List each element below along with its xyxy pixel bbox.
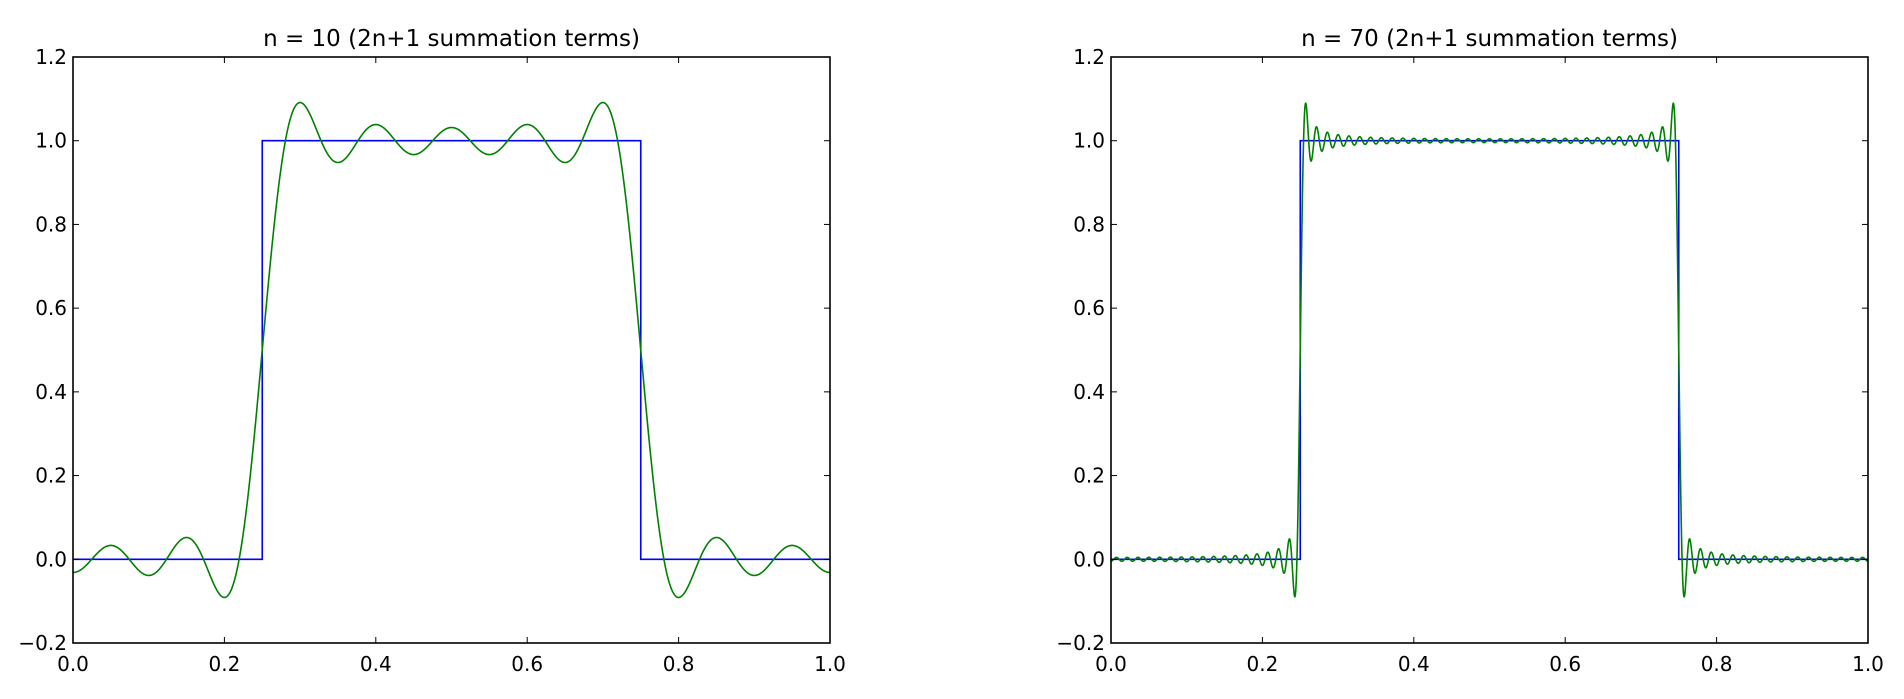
plot-area: [73, 101, 830, 599]
x-tick-label: 0.0: [57, 652, 89, 676]
chart-title: n = 10 (2n+1 summation terms): [263, 26, 640, 52]
subplot-1: 0.0 0.2 0.4 0.6 0.8 1.0−0.20.00.20.40.60.81.0…: [18, 26, 845, 676]
y-tick-label: 1.2: [1073, 45, 1105, 69]
y-tick-label: 0.8: [35, 212, 67, 236]
x-tick-label: 0.0: [1095, 652, 1127, 676]
x-tick-label: 0.2: [1246, 652, 1278, 676]
fourier-sum-line: [73, 101, 830, 599]
x-tick-label: 1.0: [814, 652, 846, 676]
fourier-sum-line: [1111, 102, 1868, 598]
y-tick-label: 0.4: [35, 380, 67, 404]
y-tick-label: −0.2: [18, 631, 67, 655]
x-tick-label: 0.6: [511, 652, 543, 676]
axes-frame: [72, 56, 831, 644]
x-tick-label: 1.0: [1852, 652, 1884, 676]
square-wave-line: [1111, 139, 1868, 561]
y-tick-label: 0.4: [1073, 380, 1105, 404]
y-tick-label: 1.0: [35, 129, 67, 153]
y-tick-label: 0.0: [1073, 547, 1105, 571]
y-tick-label: 0.2: [1073, 464, 1105, 488]
y-tick-label: 0.6: [1073, 296, 1105, 320]
chart-title: n = 70 (2n+1 summation terms): [1301, 26, 1678, 52]
y-tick-label: 1.2: [35, 45, 67, 69]
x-tick-label: 0.8: [663, 652, 695, 676]
y-tick-label: −0.2: [1056, 631, 1105, 655]
axes-frame: [1110, 56, 1869, 644]
y-tick-label: 1.0: [1073, 129, 1105, 153]
x-tick-label: 0.4: [1398, 652, 1430, 676]
y-tick-label: 0.6: [35, 296, 67, 320]
plot-area: [1111, 102, 1868, 598]
x-tick-label: 0.2: [208, 652, 240, 676]
x-tick-label: 0.8: [1701, 652, 1733, 676]
subplot-2: 0.0 0.2 0.4 0.6 0.8 1.0−0.20.00.20.40.60.81.0…: [1056, 26, 1883, 676]
y-tick-label: 0.0: [35, 547, 67, 571]
y-tick-label: 0.8: [1073, 212, 1105, 236]
square-wave-line: [73, 139, 830, 561]
y-tick-label: 0.2: [35, 464, 67, 488]
x-tick-label: 0.6: [1549, 652, 1581, 676]
x-tick-label: 0.4: [360, 652, 392, 676]
